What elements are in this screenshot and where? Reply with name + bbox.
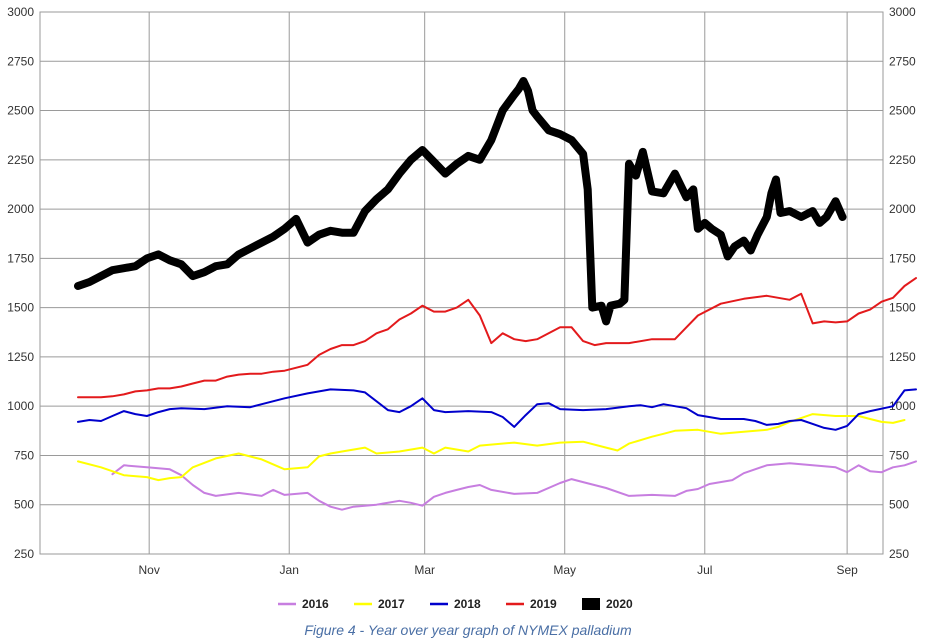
legend-swatch bbox=[582, 598, 600, 610]
series-lines bbox=[74, 77, 917, 511]
series-line-2016 bbox=[111, 460, 917, 511]
legend-item-2017[interactable]: 2017 bbox=[354, 597, 405, 611]
legend: 2016 2017 2018 2019 2020 bbox=[278, 597, 633, 611]
y-tick-label-right: 2000 bbox=[889, 202, 916, 216]
legend-label: 2017 bbox=[378, 597, 405, 611]
x-axis: Nov Jan Mar May Jul Sep bbox=[139, 563, 859, 577]
legend-item-2020[interactable]: 2020 bbox=[582, 597, 633, 611]
y-tick-label-right: 2750 bbox=[889, 54, 916, 68]
y-tick-label-right: 1750 bbox=[889, 251, 916, 265]
y-tick-label-right: 3000 bbox=[889, 5, 916, 19]
y-tick-label-left: 250 bbox=[14, 547, 34, 561]
legend-item-2016[interactable]: 2016 bbox=[278, 597, 329, 611]
y-tick-label-left: 750 bbox=[14, 448, 34, 462]
y-tick-label-left: 1250 bbox=[7, 350, 34, 364]
y-tick-label-right: 250 bbox=[889, 547, 909, 561]
legend-label: 2019 bbox=[530, 597, 557, 611]
y-tick-label-left: 500 bbox=[14, 498, 34, 512]
series-line-2018 bbox=[77, 388, 917, 431]
x-tick-label: May bbox=[553, 563, 576, 577]
y-tick-label-right: 1500 bbox=[889, 301, 916, 315]
legend-label: 2018 bbox=[454, 597, 481, 611]
x-tick-label: Sep bbox=[836, 563, 858, 577]
x-tick-label: Jul bbox=[697, 563, 712, 577]
series-line-2019 bbox=[77, 277, 917, 399]
figure-caption: Figure 4 - Year over year graph of NYMEX… bbox=[304, 622, 632, 638]
legend-label: 2020 bbox=[606, 597, 633, 611]
legend-item-2018[interactable]: 2018 bbox=[430, 597, 481, 611]
x-tick-label: Mar bbox=[414, 563, 435, 577]
y-tick-label-right: 500 bbox=[889, 498, 909, 512]
x-tick-label: Jan bbox=[280, 563, 299, 577]
grid bbox=[39, 11, 884, 555]
y-tick-label-left: 1000 bbox=[7, 399, 34, 413]
y-tick-label-right: 750 bbox=[889, 448, 909, 462]
legend-item-2019[interactable]: 2019 bbox=[506, 597, 557, 611]
y-tick-label-left: 2500 bbox=[7, 104, 34, 118]
plot-frame bbox=[39, 11, 884, 555]
palladium-line-chart: 250 500 750 1000 1250 1500 1750 2000 2250 2500 275… bbox=[7, 5, 917, 611]
y-tick-label-left: 2250 bbox=[7, 153, 34, 167]
y-tick-label-left: 1500 bbox=[7, 301, 34, 315]
series-line-2020 bbox=[74, 77, 847, 326]
y-tick-label-left: 1750 bbox=[7, 251, 34, 265]
y-tick-label-right: 1250 bbox=[889, 350, 916, 364]
legend-label: 2016 bbox=[302, 597, 329, 611]
y-tick-label-left: 2000 bbox=[7, 202, 34, 216]
y-tick-label-left: 3000 bbox=[7, 5, 34, 19]
y-tick-label-left: 2750 bbox=[7, 54, 34, 68]
series-line-2017 bbox=[77, 413, 906, 482]
y-axis-left: 250 500 750 1000 1250 1500 1750 2000 2250 2500 275… bbox=[7, 5, 34, 561]
y-tick-label-right: 2500 bbox=[889, 104, 916, 118]
x-tick-label: Nov bbox=[139, 563, 160, 577]
y-tick-label-right: 2250 bbox=[889, 153, 916, 167]
y-axis-right: 2505007501000125015001750200022502500275… bbox=[889, 5, 916, 561]
